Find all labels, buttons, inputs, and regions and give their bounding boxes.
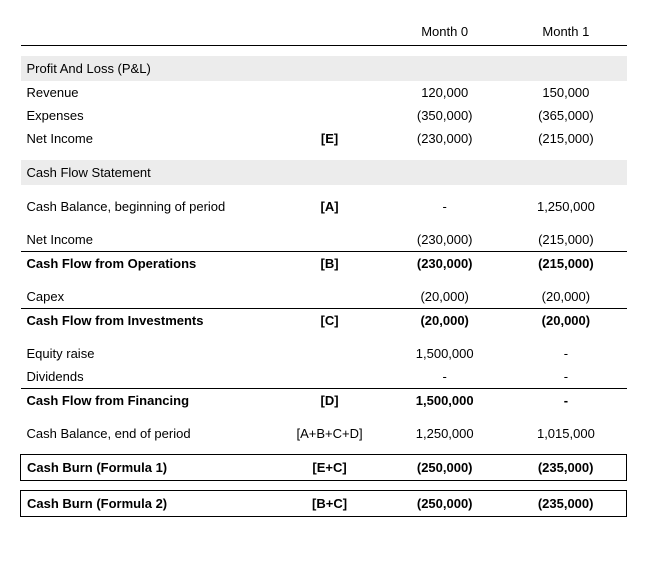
cash-begin-m0: -: [384, 195, 505, 218]
row-expenses: Expenses (350,000) (365,000): [21, 104, 627, 127]
row-netincome-cf: Net Income (230,000) (215,000): [21, 228, 627, 252]
dividends-label: Dividends: [21, 365, 276, 389]
dividends-ref: [275, 365, 384, 389]
row-cash-end: Cash Balance, end of period [A+B+C+D] 1,…: [21, 422, 627, 445]
header-blank-label: [21, 20, 276, 46]
cash-begin-m1: 1,250,000: [505, 195, 626, 218]
row-dividends: Dividends - -: [21, 365, 627, 389]
cf-fin-label: Cash Flow from Financing: [21, 388, 276, 412]
cash-begin-label: Cash Balance, beginning of period: [21, 195, 276, 218]
section-cfs: Cash Flow Statement: [21, 160, 627, 185]
cash-end-m0: 1,250,000: [384, 422, 505, 445]
expenses-ref: [275, 104, 384, 127]
capex-m1: (20,000): [505, 285, 626, 309]
financial-statement-table: Month 0 Month 1 Profit And Loss (P&L) Re…: [20, 20, 627, 517]
row-cf-inv: Cash Flow from Investments [C] (20,000) …: [21, 308, 627, 332]
capex-m0: (20,000): [384, 285, 505, 309]
cf-fin-m1: -: [505, 388, 626, 412]
section-pnl-label: Profit And Loss (P&L): [21, 56, 627, 81]
netincome-pnl-ref: [E]: [275, 127, 384, 150]
cf-inv-label: Cash Flow from Investments: [21, 308, 276, 332]
header-month0: Month 0: [384, 20, 505, 46]
netincome-pnl-m0: (230,000): [384, 127, 505, 150]
cf-inv-m0: (20,000): [384, 308, 505, 332]
cash-end-label: Cash Balance, end of period: [21, 422, 276, 445]
cf-ops-m1: (215,000): [505, 251, 626, 275]
expenses-label: Expenses: [21, 104, 276, 127]
revenue-label: Revenue: [21, 81, 276, 104]
row-cash-burn-1: Cash Burn (Formula 1) [E+C] (250,000) (2…: [21, 455, 627, 481]
netincome-cf-m1: (215,000): [505, 228, 626, 252]
netincome-pnl-label: Net Income: [21, 127, 276, 150]
revenue-m0: 120,000: [384, 81, 505, 104]
dividends-m1: -: [505, 365, 626, 389]
burn1-ref: [E+C]: [275, 455, 384, 481]
netincome-cf-m0: (230,000): [384, 228, 505, 252]
row-equity: Equity raise 1,500,000 -: [21, 342, 627, 365]
burn2-ref: [B+C]: [275, 491, 384, 517]
revenue-ref: [275, 81, 384, 104]
revenue-m1: 150,000: [505, 81, 626, 104]
cf-inv-ref: [C]: [275, 308, 384, 332]
burn2-m1: (235,000): [505, 491, 626, 517]
table-header-row: Month 0 Month 1: [21, 20, 627, 46]
capex-label: Capex: [21, 285, 276, 309]
equity-label: Equity raise: [21, 342, 276, 365]
cf-ops-m0: (230,000): [384, 251, 505, 275]
row-cf-ops: Cash Flow from Operations [B] (230,000) …: [21, 251, 627, 275]
netincome-pnl-m1: (215,000): [505, 127, 626, 150]
equity-m0: 1,500,000: [384, 342, 505, 365]
header-month1: Month 1: [505, 20, 626, 46]
cf-fin-m0: 1,500,000: [384, 388, 505, 412]
row-netincome-pnl: Net Income [E] (230,000) (215,000): [21, 127, 627, 150]
header-blank-ref: [275, 20, 384, 46]
section-cfs-label: Cash Flow Statement: [21, 160, 627, 185]
cf-inv-m1: (20,000): [505, 308, 626, 332]
netincome-cf-label: Net Income: [21, 228, 276, 252]
burn1-m1: (235,000): [505, 455, 626, 481]
capex-ref: [275, 285, 384, 309]
row-cash-burn-2: Cash Burn (Formula 2) [B+C] (250,000) (2…: [21, 491, 627, 517]
burn2-m0: (250,000): [384, 491, 505, 517]
row-cf-fin: Cash Flow from Financing [D] 1,500,000 -: [21, 388, 627, 412]
expenses-m0: (350,000): [384, 104, 505, 127]
cf-ops-ref: [B]: [275, 251, 384, 275]
equity-ref: [275, 342, 384, 365]
dividends-m0: -: [384, 365, 505, 389]
burn1-label: Cash Burn (Formula 1): [21, 455, 276, 481]
cash-begin-ref: [A]: [275, 195, 384, 218]
row-cash-begin: Cash Balance, beginning of period [A] - …: [21, 195, 627, 218]
equity-m1: -: [505, 342, 626, 365]
netincome-cf-ref: [275, 228, 384, 252]
burn1-m0: (250,000): [384, 455, 505, 481]
burn2-label: Cash Burn (Formula 2): [21, 491, 276, 517]
cf-ops-label: Cash Flow from Operations: [21, 251, 276, 275]
cf-fin-ref: [D]: [275, 388, 384, 412]
cash-end-ref: [A+B+C+D]: [275, 422, 384, 445]
section-pnl: Profit And Loss (P&L): [21, 56, 627, 81]
row-revenue: Revenue 120,000 150,000: [21, 81, 627, 104]
row-capex: Capex (20,000) (20,000): [21, 285, 627, 309]
cash-end-m1: 1,015,000: [505, 422, 626, 445]
expenses-m1: (365,000): [505, 104, 626, 127]
